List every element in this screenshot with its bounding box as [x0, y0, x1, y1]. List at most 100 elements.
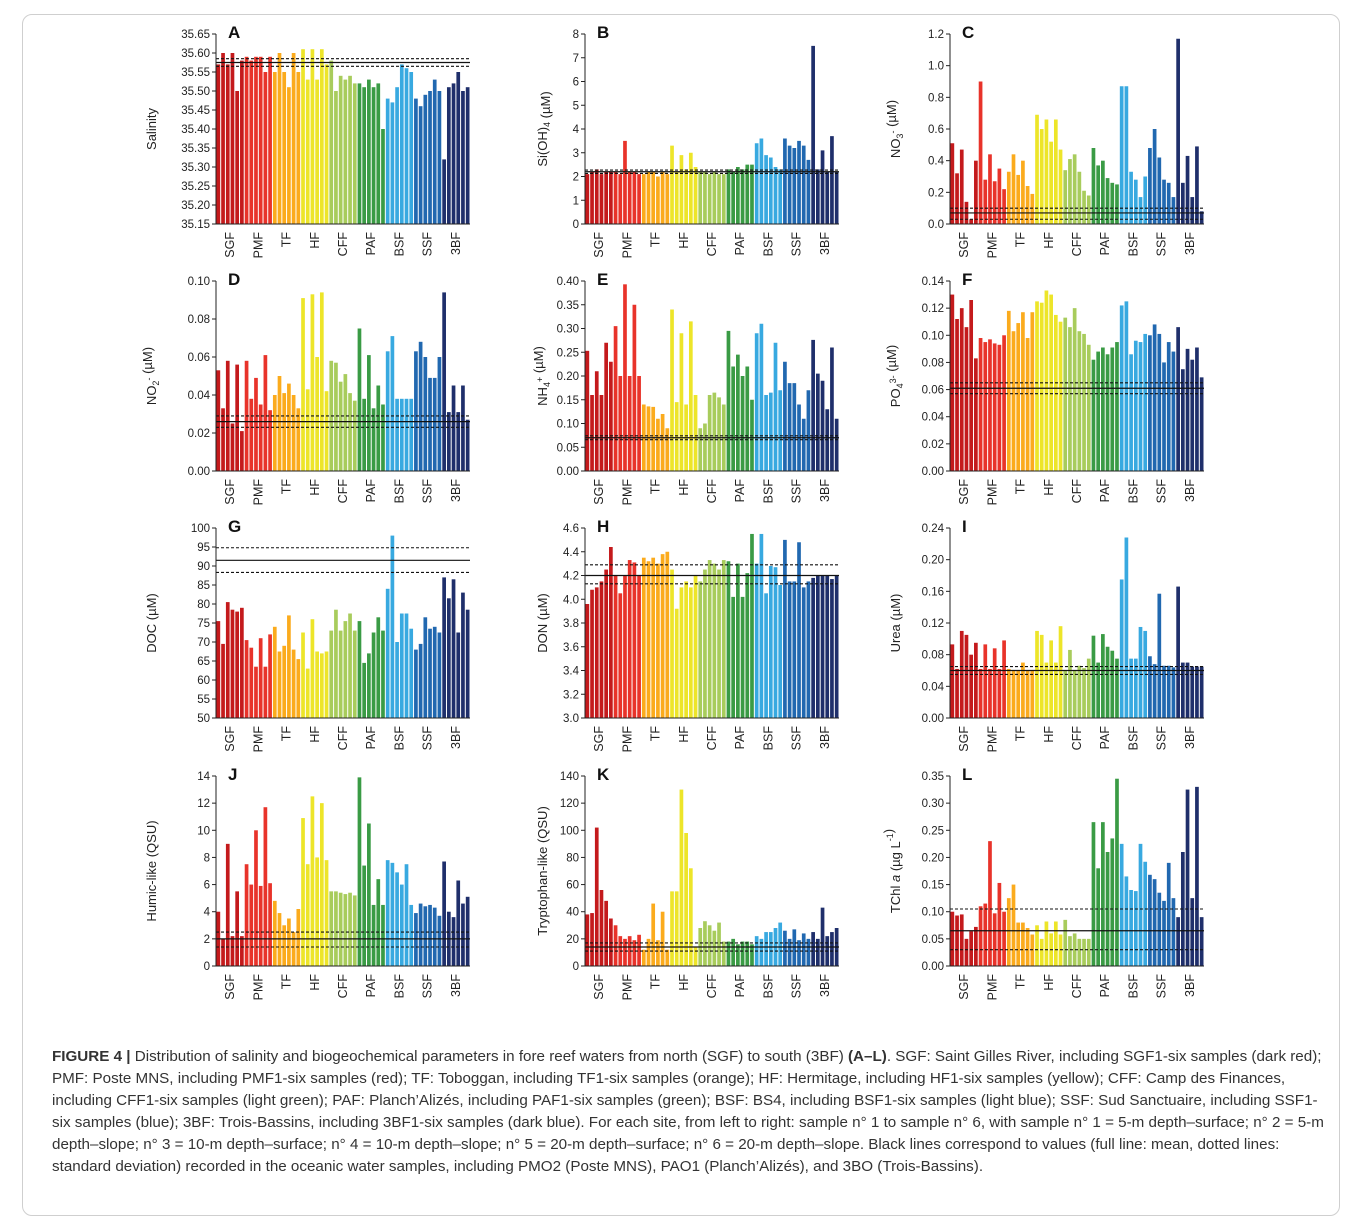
- bar-paf-4: [740, 596, 745, 719]
- x-category-label: SSF: [1155, 479, 1169, 504]
- bar-bsf-5: [773, 342, 778, 471]
- bar-ssf-3: [1157, 157, 1162, 224]
- bar-ssf-5: [1166, 182, 1171, 224]
- y-tick-label: 0.0: [928, 219, 944, 231]
- bar-paf-5: [376, 617, 381, 718]
- y-tick-label: 100: [191, 523, 210, 535]
- bar-hf-3: [679, 155, 684, 225]
- bar-paf-6: [750, 164, 754, 225]
- panel-letter: J: [228, 765, 237, 784]
- bar-ssf-3: [1157, 892, 1162, 966]
- x-category-label: PAF: [733, 974, 747, 998]
- y-tick-label: 35.40: [181, 124, 210, 136]
- bar-pmf-2: [983, 342, 988, 471]
- bar-tf-3: [1016, 670, 1021, 718]
- bar-cff-6: [1086, 938, 1091, 966]
- figure-charts: A 35.65 35.60 35.55 35.50 35.45 35.40 35.35 35.3…: [140, 23, 1204, 1000]
- y-tick-label: 0.20: [922, 555, 944, 567]
- x-category-label: PMF: [985, 726, 999, 753]
- bar-pmf-2: [618, 593, 623, 718]
- bar-pmf-3: [623, 575, 627, 718]
- bar-hf-1: [301, 298, 305, 471]
- bar-sgf-3: [225, 64, 230, 225]
- bar-pmf-3: [623, 284, 627, 471]
- y-tick-label: 2: [573, 172, 579, 184]
- bar-pmf-5: [997, 168, 1002, 224]
- y-tick-label: 0.05: [557, 442, 579, 454]
- bar-3bf-1: [1176, 38, 1180, 224]
- bar-sgf-1: [216, 370, 221, 471]
- x-category-label: CFF: [336, 726, 350, 751]
- bar-ssf-6: [437, 632, 442, 718]
- bar-hf-2: [305, 668, 310, 718]
- x-category-label: SGF: [957, 232, 971, 258]
- bar-tf-3: [651, 171, 656, 224]
- bar-3bf-6: [1199, 666, 1204, 718]
- y-tick-label: 95: [197, 542, 210, 554]
- x-category-label: CFF: [336, 479, 350, 504]
- y-tick-label: 4.6: [563, 523, 579, 535]
- bar-ssf-4: [1162, 362, 1166, 471]
- y-tick-label: 8: [204, 852, 210, 864]
- bar-sgf-2: [590, 171, 594, 224]
- bar-sgf-3: [594, 587, 599, 719]
- bar-paf-2: [362, 87, 367, 224]
- bar-pmf-5: [997, 882, 1002, 966]
- x-category-label: 3BF: [449, 726, 463, 749]
- bar-ssf-6: [437, 91, 442, 224]
- y-tick-label: 60: [566, 880, 579, 892]
- caption-panels: (A–L): [848, 1048, 887, 1065]
- bar-3bf-3: [1185, 789, 1190, 966]
- panel-letter: K: [597, 765, 610, 784]
- bar-hf-2: [1039, 129, 1044, 224]
- bar-pmf-1: [613, 925, 618, 966]
- bar-3bf-5: [1195, 786, 1199, 966]
- bar-ssf-5: [801, 418, 806, 471]
- bar-cff-6: [352, 630, 357, 718]
- y-tick-label: 0: [204, 961, 210, 973]
- bar-bsf-5: [1138, 342, 1143, 471]
- bar-pmf-5: [632, 171, 637, 224]
- bar-tf-1: [1006, 898, 1011, 966]
- x-category-label: SSF: [1155, 232, 1169, 257]
- bar-tf-5: [1025, 186, 1030, 224]
- bar-sgf-4: [964, 634, 969, 719]
- x-category-label: CFF: [1070, 479, 1084, 504]
- x-category-label: SGF: [223, 232, 237, 258]
- bar-tf-6: [1030, 193, 1035, 224]
- bar-sgf-3: [959, 308, 964, 471]
- bar-hf-6: [1058, 321, 1063, 471]
- y-axis-label: DOC (µM): [144, 593, 159, 652]
- bar-paf-6: [381, 129, 385, 224]
- bar-3bf-3: [820, 907, 825, 966]
- y-tick-label: 35.45: [181, 105, 210, 117]
- x-category-label: TF: [1014, 479, 1028, 495]
- bar-cff-1: [698, 428, 703, 471]
- x-category-label: CFF: [336, 974, 350, 999]
- bar-cff-4: [1077, 665, 1082, 718]
- y-tick-label: 0.15: [557, 395, 579, 407]
- bar-sgf-5: [969, 931, 974, 966]
- bar-cff-3: [338, 892, 343, 966]
- bar-3bf-4: [825, 171, 830, 224]
- bar-sgf-5: [235, 364, 240, 471]
- panel-letter: F: [962, 270, 972, 289]
- bar-paf-3: [367, 823, 371, 966]
- bar-3bf-3: [451, 917, 456, 966]
- y-tick-label: 140: [560, 771, 579, 783]
- y-tick-label: 10: [197, 825, 210, 837]
- y-tick-label: 6: [573, 77, 579, 89]
- bar-hf-1: [301, 818, 305, 966]
- bar-pmf-5: [997, 668, 1002, 718]
- bar-sgf-3: [594, 371, 599, 471]
- bar-bsf-3: [764, 932, 768, 966]
- x-category-label: PAF: [364, 232, 378, 256]
- bar-paf-1: [357, 621, 362, 718]
- y-tick-label: 35.35: [181, 143, 210, 155]
- x-category-label: PAF: [364, 479, 378, 503]
- bar-hf-6: [693, 947, 698, 966]
- bar-tf-3: [651, 903, 656, 966]
- y-tick-label: 0.8: [928, 92, 944, 104]
- bar-hf-1: [670, 569, 674, 718]
- bar-paf-1: [1091, 635, 1096, 718]
